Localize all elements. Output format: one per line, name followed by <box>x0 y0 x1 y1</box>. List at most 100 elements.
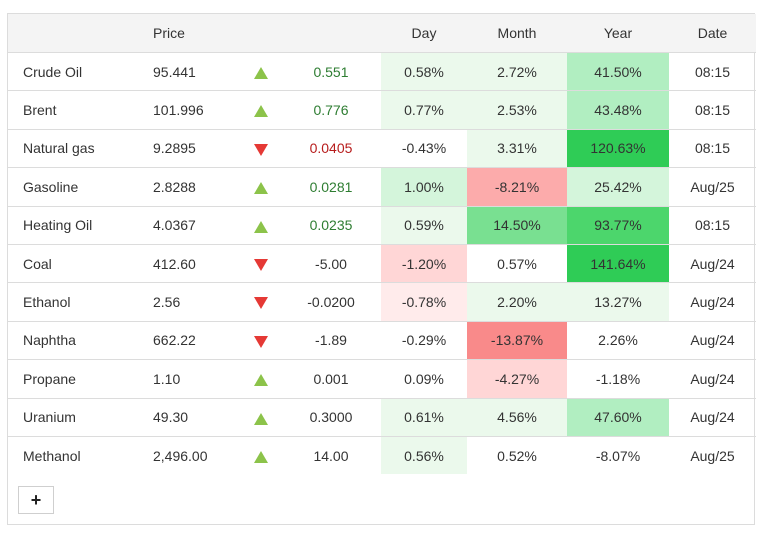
price-cell: 4.0367 <box>145 206 241 245</box>
year-cell: 41.50% <box>567 52 669 92</box>
price-cell: 101.996 <box>145 90 241 130</box>
header-change <box>281 14 381 53</box>
table-row[interactable]: Ethanol 2.56 -0.0200 -0.78% 2.20% 13.27% Aug/2… <box>8 282 756 322</box>
year-cell: 43.48% <box>567 90 669 130</box>
day-cell: 0.61% <box>381 398 467 437</box>
direction-cell <box>241 436 281 474</box>
month-cell: -8.21% <box>467 167 567 207</box>
commodity-name[interactable]: Methanol <box>23 447 81 464</box>
date-cell: Aug/25 <box>669 167 756 207</box>
commodity-name[interactable]: Ethanol <box>8 282 145 322</box>
change-cell: 0.3000 <box>281 398 381 437</box>
price-cell: 2.8288 <box>145 167 241 207</box>
year-cell: 25.42% <box>567 167 669 207</box>
table-row[interactable]: Brent 101.996 0.776 0.77% 2.53% 43.48% 08:15 <box>8 90 756 130</box>
commodity-name[interactable]: Gasoline <box>8 167 145 207</box>
header-price[interactable]: Price <box>145 14 241 53</box>
commodity-name[interactable]: Natural gas <box>8 129 145 169</box>
direction-cell <box>241 206 281 245</box>
arrow-up-icon <box>254 450 268 463</box>
day-cell: 0.09% <box>381 359 467 399</box>
month-cell: -4.27% <box>467 359 567 399</box>
month-cell: 2.20% <box>467 282 567 322</box>
direction-cell <box>241 282 281 322</box>
date-cell: Aug/24 <box>669 359 756 399</box>
month-cell: -13.87% <box>467 321 567 361</box>
day-cell: -0.78% <box>381 282 467 322</box>
date-cell: Aug/24 <box>669 398 756 437</box>
table-row[interactable]: Methanol 2,496.00 14.00 0.56% 0.52% -8.07% Aug… <box>8 436 756 475</box>
arrow-up-icon <box>254 66 268 79</box>
commodity-name[interactable]: Uranium <box>8 398 145 437</box>
table-row[interactable]: Coal 412.60 -5.00 -1.20% 0.57% 141.64% Aug/24 <box>8 244 756 284</box>
direction-cell <box>241 398 281 437</box>
date-cell: Aug/24 <box>669 282 756 322</box>
year-cell: 93.77% <box>567 206 669 245</box>
table-row[interactable]: Crude Oil 95.441 0.551 0.58% 2.72% 41.50% 08:1… <box>8 52 756 92</box>
year-cell: 2.26% <box>567 321 669 361</box>
date-cell: 08:15 <box>669 52 756 92</box>
day-cell: 0.59% <box>381 206 467 245</box>
date-cell: 08:15 <box>669 90 756 130</box>
arrow-up-icon <box>254 182 268 195</box>
change-cell: -5.00 <box>281 244 381 284</box>
commodity-name[interactable]: Heating Oil <box>8 206 145 245</box>
commodity-name[interactable]: Naphtha <box>8 321 145 361</box>
table-row[interactable]: Natural gas 9.2895 0.0405 -0.43% 3.31% 120.63… <box>8 129 756 169</box>
arrow-down-icon <box>254 297 268 310</box>
commodities-panel: Price Day Month Year Date Crude Oil 95.44… <box>7 13 756 525</box>
commodity-name[interactable]: Coal <box>8 244 145 284</box>
arrow-up-icon <box>254 412 268 425</box>
month-cell: 2.72% <box>467 52 567 92</box>
year-cell: 13.27% <box>567 282 669 322</box>
commodity-name[interactable]: Propane <box>8 359 145 399</box>
table-header-row: Price Day Month Year Date <box>8 14 756 53</box>
header-name <box>8 14 145 53</box>
commodity-name[interactable]: Crude Oil <box>8 52 145 92</box>
direction-cell <box>241 244 281 284</box>
direction-cell <box>241 129 281 169</box>
change-cell: 0.001 <box>281 359 381 399</box>
table-row[interactable]: Uranium 49.30 0.3000 0.61% 4.56% 47.60% Aug/24 <box>8 398 756 437</box>
year-cell: 120.63% <box>567 129 669 169</box>
day-cell: 0.56% <box>381 436 467 475</box>
change-cell: 0.551 <box>281 52 381 92</box>
day-cell: -0.43% <box>381 129 467 169</box>
table-row[interactable]: Heating Oil 4.0367 0.0235 0.59% 14.50% 93.77%… <box>8 206 756 245</box>
arrow-up-icon <box>254 220 268 233</box>
header-month[interactable]: Month <box>467 14 567 53</box>
plus-icon: + <box>30 489 42 510</box>
price-cell: 2,496.00 <box>153 447 208 464</box>
arrow-up-icon <box>254 105 268 118</box>
change-cell: 0.776 <box>281 90 381 130</box>
header-day[interactable]: Day <box>381 14 467 53</box>
month-cell: 4.56% <box>467 398 567 437</box>
date-cell: Aug/24 <box>669 321 756 361</box>
price-cell: 2.56 <box>145 282 241 322</box>
price-cell: 49.30 <box>145 398 241 437</box>
table-row[interactable]: Propane 1.10 0.001 0.09% -4.27% -1.18% Aug/24 <box>8 359 756 399</box>
month-cell: 0.52% <box>467 436 567 475</box>
change-cell: 0.0281 <box>281 167 381 207</box>
arrow-down-icon <box>254 335 268 348</box>
date-cell: 08:15 <box>669 206 756 245</box>
header-direction <box>241 14 281 53</box>
header-date[interactable]: Date <box>669 14 756 53</box>
direction-cell <box>241 321 281 361</box>
month-cell: 3.31% <box>467 129 567 169</box>
arrow-up-icon <box>254 374 268 387</box>
table-row[interactable]: Gasoline 2.8288 0.0281 1.00% -8.21% 25.42% Aug… <box>8 167 756 207</box>
price-cell: 412.60 <box>145 244 241 284</box>
header-year[interactable]: Year <box>567 14 669 53</box>
year-cell: 141.64% <box>567 244 669 284</box>
add-button[interactable]: + <box>18 486 54 514</box>
year-cell: 47.60% <box>567 398 669 437</box>
change-cell: -0.0200 <box>281 282 381 322</box>
change-cell: 0.0235 <box>281 206 381 245</box>
commodities-table: Price Day Month Year Date Crude Oil 95.44… <box>8 14 756 475</box>
day-cell: -0.29% <box>381 321 467 361</box>
arrow-down-icon <box>254 258 268 271</box>
month-cell: 14.50% <box>467 206 567 245</box>
table-row[interactable]: Naphtha 662.22 -1.89 -0.29% -13.87% 2.26% Aug/… <box>8 321 756 361</box>
commodity-name[interactable]: Brent <box>8 90 145 130</box>
